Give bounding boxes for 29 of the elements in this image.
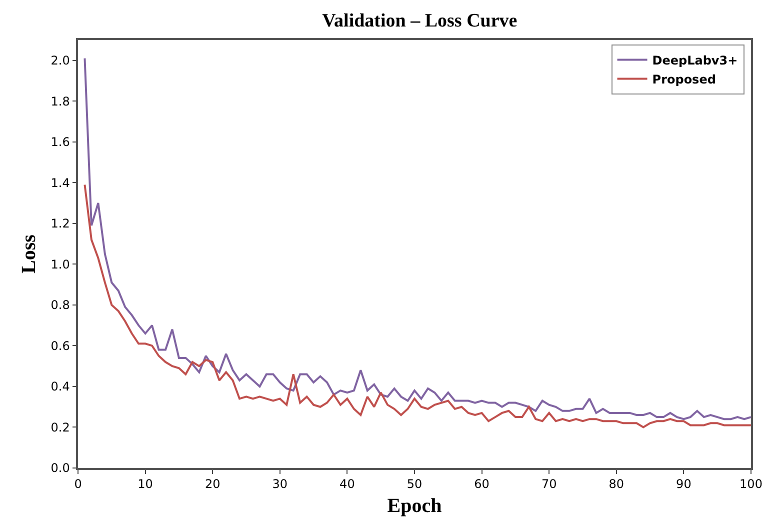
y-tick-label: 1.6 [50,135,70,150]
x-tick-label: 10 [138,477,153,492]
x-tick-label: 50 [406,477,422,492]
y-tick-label: 0.6 [50,338,70,353]
line-series [84,184,751,428]
x-tick-label: 30 [272,477,288,492]
y-tick-label: 0.4 [50,380,70,394]
x-tick-label: 100 [740,477,762,492]
x-tick-label: 90 [676,477,692,492]
legend-label: Proposed [652,72,716,86]
y-tick-label: 1.4 [50,176,70,190]
y-tick-label: 1.8 [50,94,70,108]
x-tick-label: 20 [204,477,220,492]
x-tick-label: 70 [541,477,557,492]
x-tick-label: 0 [74,477,82,492]
x-tick-label: 40 [340,477,355,492]
y-tick-label: 0.0 [50,461,70,476]
y-axis-title: Loss [18,234,40,274]
legend-label: DeepLabv3+ [652,53,738,68]
y-tick-label: 0.2 [50,420,70,434]
x-tick-label: 60 [474,477,490,492]
y-tick-label: 0.8 [50,298,70,312]
line-series [84,57,751,420]
x-axis-title: Epoch [387,495,442,518]
y-tick-label: 1.0 [50,257,70,272]
x-tick-label: 80 [608,477,624,492]
y-tick-label: 1.2 [50,216,70,231]
chart-title: Validation – Loss Curve [322,10,518,32]
y-tick-label: 2.0 [50,54,70,68]
